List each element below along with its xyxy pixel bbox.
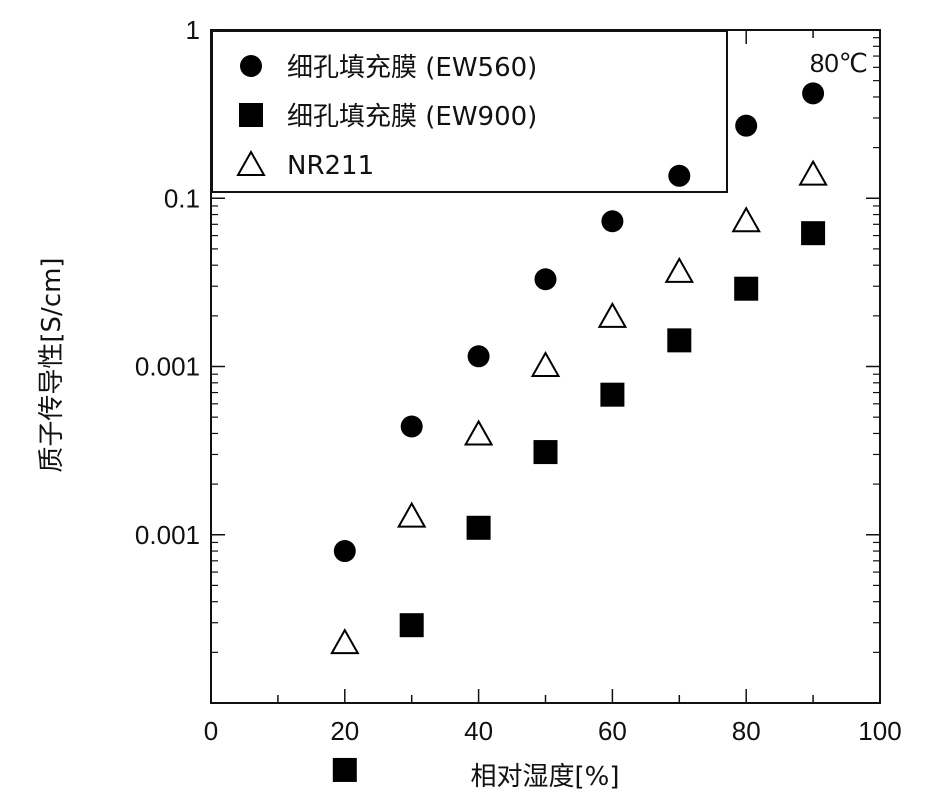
data-point [801,221,825,245]
legend-marker [240,55,262,77]
x-tick-label: 80 [732,716,761,746]
y-axis-title: 质子传导性[S/cm] [37,257,67,472]
x-tick-label: 60 [598,716,627,746]
data-point [467,516,491,540]
legend-label: 细孔填充膜 (EW900) [287,102,537,132]
data-point [600,383,624,407]
data-point [466,421,492,444]
y-tick-label: 0.001 [135,352,200,382]
x-tick-label: 100 [858,716,901,746]
data-point [332,630,358,653]
data-point [333,758,357,782]
data-point [400,613,424,637]
x-tick-label: 40 [464,716,493,746]
data-point [668,165,690,187]
data-point [599,304,625,327]
data-point [734,277,758,301]
data-point [334,540,356,562]
y-tick-label: 0.1 [164,183,200,213]
data-point [399,504,425,527]
legend-label: NR211 [287,151,374,181]
x-tick-label: 0 [204,716,218,746]
data-point [468,345,490,367]
temperature-annotation: 80℃ [810,48,868,78]
data-point [534,440,558,464]
data-point [667,328,691,352]
y-tick-label: 0.001 [135,520,200,550]
data-point [666,259,692,282]
data-point [733,208,759,231]
legend-label: 细孔填充膜 (EW560) [287,53,537,83]
data-point [535,268,557,290]
legend-marker [239,103,263,127]
x-axis-title: 相对湿度[%] [471,762,620,792]
data-point [800,162,826,185]
data-point [735,115,757,137]
y-tick-label: 1 [186,15,200,45]
data-point [601,210,623,232]
x-tick-label: 20 [330,716,359,746]
data-point [533,353,559,376]
data-point [802,82,824,104]
data-point [401,415,423,437]
